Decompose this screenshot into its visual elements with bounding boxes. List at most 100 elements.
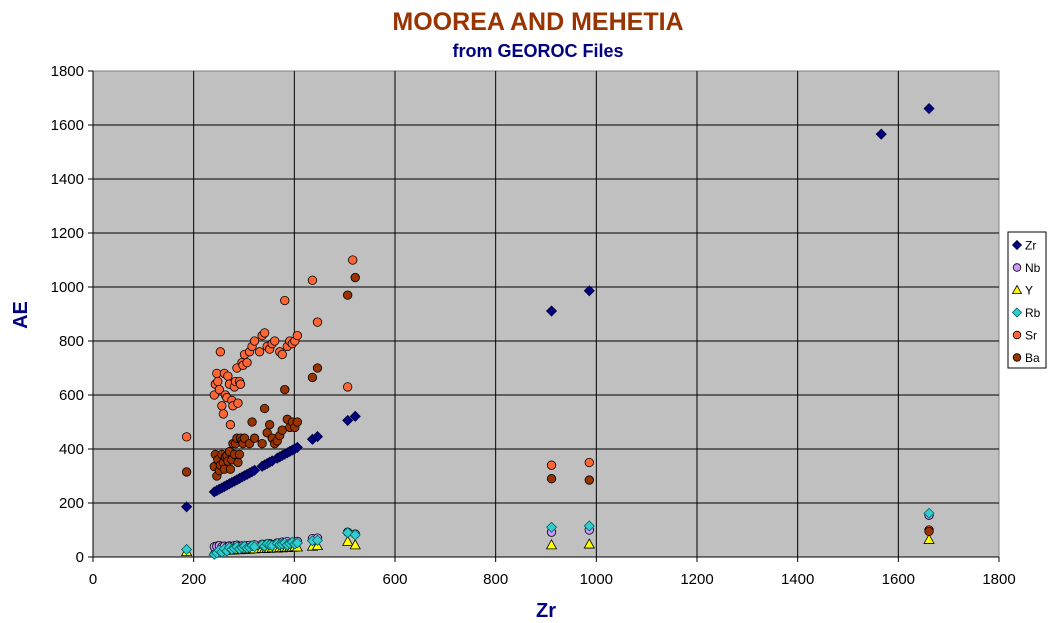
point-sr [546,460,557,470]
point-sr [584,457,594,468]
point-sr [270,336,280,346]
x-tick-label: 1000 [580,571,613,588]
point-rb [311,534,324,546]
point-sr [348,255,358,265]
point-sr [292,330,303,341]
x-tick-label: 200 [181,571,206,588]
point-sr [280,295,290,306]
point-ba [292,417,303,427]
legend-box [1007,231,1047,369]
point-zr [875,128,887,140]
point-ba [225,464,236,474]
point-rb [349,529,361,541]
point-zr [923,102,935,115]
legend-label-zr: Zr [1025,239,1036,253]
x-tick-label: 1800 [982,571,1015,588]
data-points [180,102,935,560]
point-sr [213,376,223,387]
point-zr [349,410,361,422]
point-ba [181,467,192,477]
y-tick-label: 200 [59,495,84,512]
point-rb [583,520,595,532]
y-tick-label: 1600 [51,117,84,134]
point-ba [312,363,323,373]
point-ba [924,526,934,536]
point-ba [257,438,267,449]
point-y [545,539,558,550]
x-tick-label: 0 [89,571,97,588]
point-sr [307,275,318,285]
point-y [349,539,361,550]
x-tick-label: 1600 [882,571,915,588]
x-tick-label: 800 [483,571,508,588]
point-sr [233,398,243,408]
point-sr [217,401,227,411]
y-axis-ticks: 0 200 400 600 800 1000 1200 1400 1600 1800 [51,63,93,566]
gridlines [93,71,999,557]
legend-label-ba: Ba [1025,351,1040,365]
y-tick-label: 1000 [51,279,84,296]
point-sr [223,371,233,381]
y-tick-label: 600 [59,387,84,404]
legend: Zr Nb Y Rb Sr Ba [1007,231,1047,369]
legend-label-y: Y [1025,284,1033,298]
y-tick-label: 1800 [51,63,84,80]
y-tick-label: 400 [59,441,84,458]
point-ba [249,433,260,443]
point-sr [312,317,323,327]
point-sr [181,432,192,442]
point-sr [235,379,246,389]
legend-label-sr: Sr [1025,329,1037,343]
point-ba [343,290,353,300]
point-zr [342,414,354,426]
x-tick-label: 600 [382,571,407,588]
legend-marker-sr [1012,330,1022,340]
legend-marker-nb [1012,263,1022,272]
point-zr [545,305,558,317]
point-sr [242,357,252,368]
point-zr [181,501,193,513]
y-tick-label: 800 [59,333,84,350]
x-axis-ticks: 0 200 400 600 800 1000 1200 1400 1600 1800 [89,557,1016,588]
chart-subtitle: from GEOROC Files [452,41,623,61]
series-sr [181,255,934,535]
x-axis-label: Zr [536,600,556,622]
point-sr [215,347,225,357]
point-sr [218,409,229,419]
point-ba [280,384,290,395]
point-rb [291,537,303,549]
legend-marker-ba [1012,353,1022,362]
point-y [583,538,595,549]
x-tick-label: 1400 [781,571,814,588]
y-tick-label: 1400 [51,171,84,188]
series-zr [181,102,935,513]
point-ba [234,449,245,460]
point-rb [545,521,558,533]
point-sr [249,336,260,346]
point-ba [350,272,360,283]
legend-marker-y [1011,284,1023,295]
point-ba [247,417,257,427]
series-ba [181,272,934,536]
point-zr [249,464,261,476]
point-y [342,535,354,546]
point-y [923,533,935,544]
point-ba [265,420,275,430]
point-sr [254,347,265,357]
y-tick-label: 0 [76,549,84,566]
x-tick-label: 1200 [680,571,713,588]
point-sr [259,328,270,338]
point-ba [546,474,557,484]
legend-label-rb: Rb [1025,306,1041,320]
point-zr [583,285,595,297]
point-rb [923,507,935,519]
point-rb [181,543,193,556]
y-axis-label: AE [10,301,32,329]
point-zr [291,441,303,453]
legend-marker-zr [1011,239,1023,251]
point-sr [277,349,287,360]
point-ba [307,372,318,383]
x-tick-label: 400 [282,571,307,588]
legend-marker-rb [1011,307,1023,318]
